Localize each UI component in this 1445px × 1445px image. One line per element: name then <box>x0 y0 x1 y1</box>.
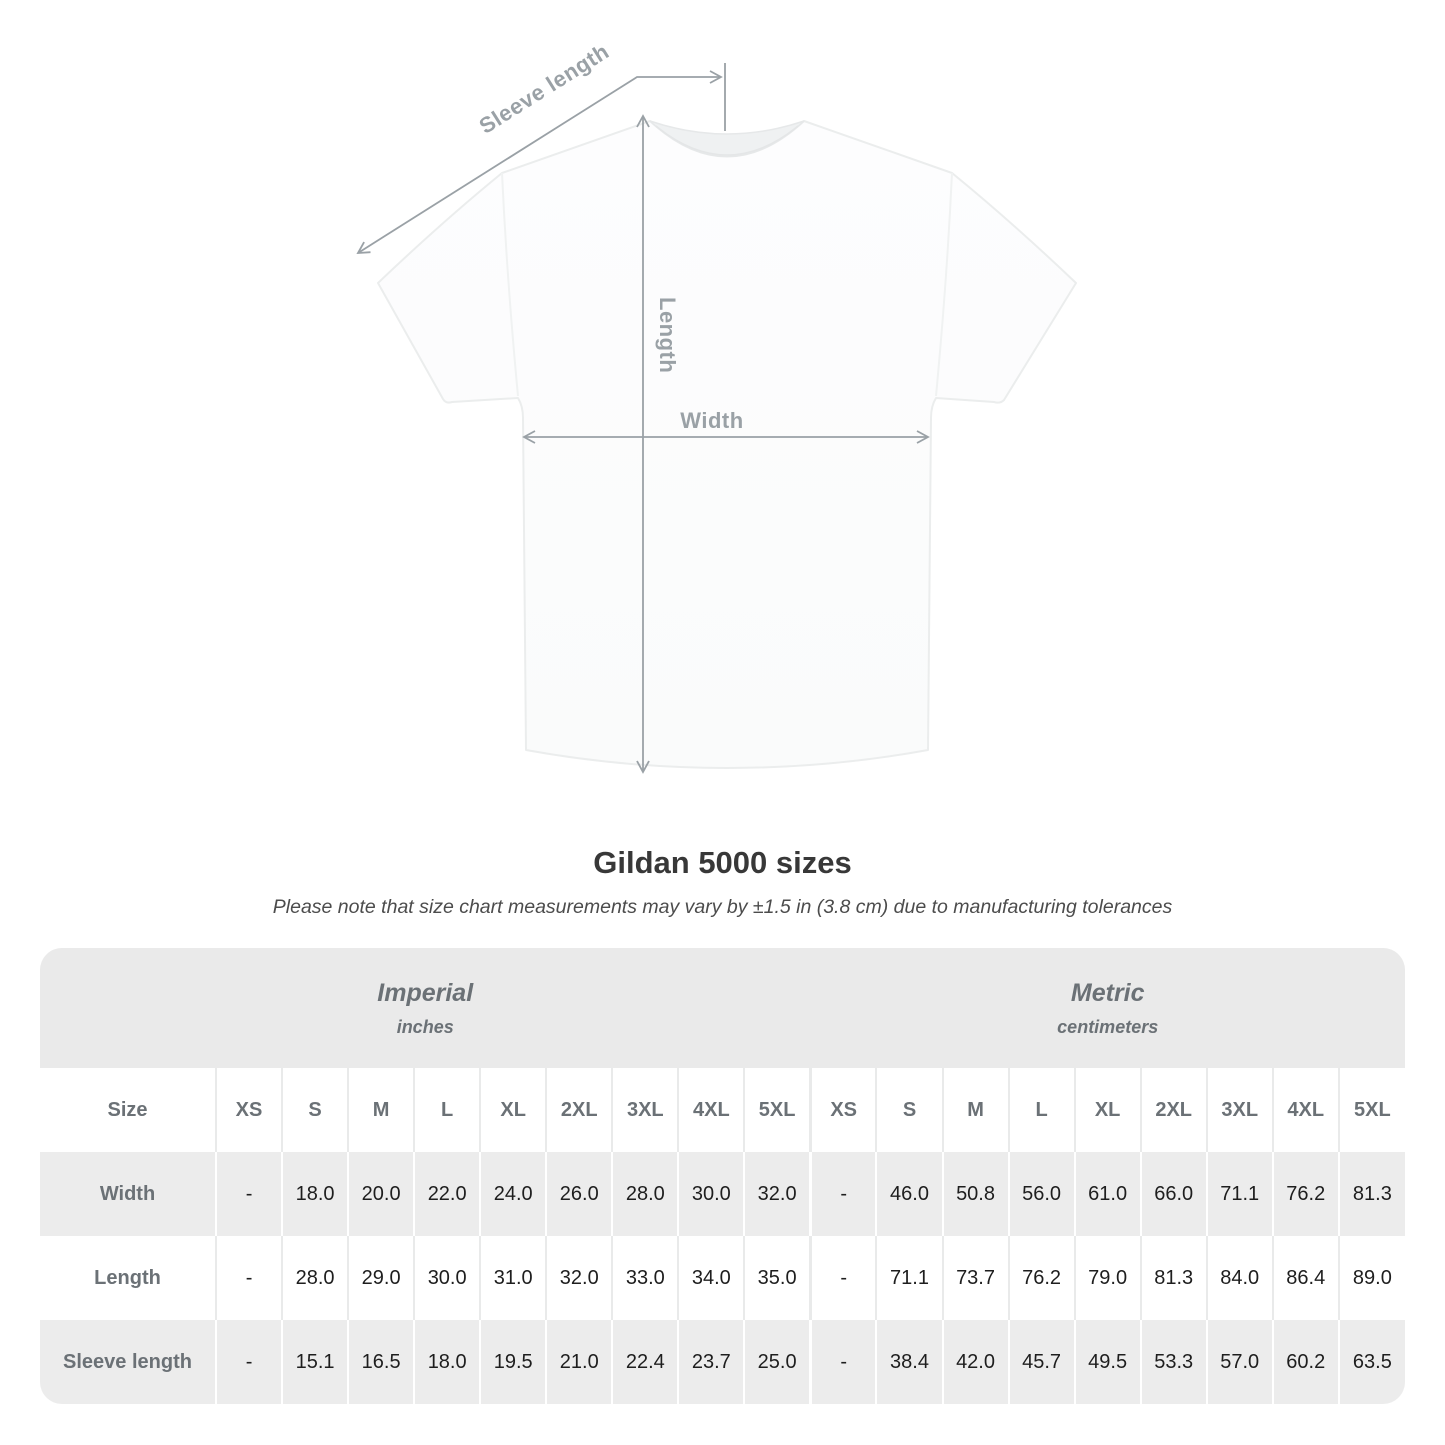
table-cell: 81.3 <box>1139 1236 1207 1320</box>
table-cell: 46.0 <box>875 1152 943 1236</box>
row-label: Width <box>40 1152 216 1236</box>
tshirt-silhouette <box>377 120 1077 769</box>
table-cell: 53.3 <box>1139 1320 1207 1404</box>
page-subtitle: Please note that size chart measurements… <box>272 896 1173 918</box>
size-chart-table: Imperial inches Metric centimeters Size … <box>40 948 1405 1404</box>
unit-header-row: Imperial inches Metric centimeters <box>40 948 1405 1068</box>
table-cell: 25.0 <box>743 1320 811 1404</box>
table-cell: 66.0 <box>1139 1152 1207 1236</box>
table-cell: 28.0 <box>611 1152 679 1236</box>
table-cell: 18.0 <box>413 1320 481 1404</box>
table-cell: 89.0 <box>1337 1236 1405 1320</box>
table-cell: 34.0 <box>677 1236 745 1320</box>
table-cell: 49.5 <box>1073 1320 1141 1404</box>
column-header: 5XL <box>743 1068 811 1152</box>
table-cell: 31.0 <box>479 1236 547 1320</box>
table-cell: 28.0 <box>281 1236 349 1320</box>
row-label: Sleeve length <box>40 1320 216 1404</box>
table-cell: 61.0 <box>1073 1152 1141 1236</box>
size-header-row: Size XS S M L XL 2XL 3XL 4XL 5XL XS S M … <box>40 1068 1405 1152</box>
table-cell: 56.0 <box>1007 1152 1075 1236</box>
column-header: 2XL <box>1139 1068 1207 1152</box>
row-label: Length <box>40 1236 216 1320</box>
table-cell: 16.5 <box>347 1320 415 1404</box>
table-cell: 23.7 <box>677 1320 745 1404</box>
column-header: S <box>875 1068 943 1152</box>
tshirt-measurement-diagram: Sleeve length Length Width <box>356 39 1077 774</box>
column-header: XL <box>1073 1068 1141 1152</box>
table-cell: 15.1 <box>281 1320 349 1404</box>
column-header: L <box>413 1068 481 1152</box>
tshirt-right-seam <box>935 172 953 397</box>
table-cell: - <box>808 1236 877 1320</box>
column-header: L <box>1007 1068 1075 1152</box>
table-cell: 71.1 <box>1205 1152 1273 1236</box>
table-cell: 19.5 <box>479 1320 547 1404</box>
table-cell: 84.0 <box>1205 1236 1273 1320</box>
table-cell: 38.4 <box>875 1320 943 1404</box>
table-cell: 32.0 <box>545 1236 613 1320</box>
table-cell: 26.0 <box>545 1152 613 1236</box>
size-header: Size <box>40 1068 216 1152</box>
table-cell: 57.0 <box>1205 1320 1273 1404</box>
table-cell: 71.1 <box>875 1236 943 1320</box>
column-header: XS <box>808 1068 877 1152</box>
table-cell: 35.0 <box>743 1236 811 1320</box>
table-row-width: Width - 18.0 20.0 22.0 24.0 26.0 28.0 30… <box>40 1152 1405 1236</box>
column-header: XS <box>214 1068 283 1152</box>
table-cell: 50.8 <box>941 1152 1009 1236</box>
table-cell: 33.0 <box>611 1236 679 1320</box>
table-cell: - <box>214 1236 283 1320</box>
metric-sublabel: centimeters <box>1057 1017 1159 1037</box>
table-cell: 86.4 <box>1271 1236 1339 1320</box>
table-cell: 76.2 <box>1007 1236 1075 1320</box>
table-cell: 22.4 <box>611 1320 679 1404</box>
tshirt-graphic <box>377 120 1077 769</box>
width-label: Width <box>680 408 743 433</box>
table-cell: 32.0 <box>743 1152 811 1236</box>
imperial-label: Imperial <box>377 979 474 1007</box>
sleeve-length-arrow <box>356 63 726 255</box>
column-header: 4XL <box>677 1068 745 1152</box>
table-row-sleeve-length: Sleeve length - 15.1 16.5 18.0 19.5 21.0… <box>40 1320 1405 1404</box>
table-cell: 79.0 <box>1073 1236 1141 1320</box>
table-cell: 45.7 <box>1007 1320 1075 1404</box>
table-cell: 20.0 <box>347 1152 415 1236</box>
table-cell: 73.7 <box>941 1236 1009 1320</box>
table-cell: 22.0 <box>413 1152 481 1236</box>
table-cell: 76.2 <box>1271 1152 1339 1236</box>
table-cell: 60.2 <box>1271 1320 1339 1404</box>
column-header: 2XL <box>545 1068 613 1152</box>
column-header: M <box>941 1068 1009 1152</box>
column-header: 5XL <box>1337 1068 1405 1152</box>
table-cell: 81.3 <box>1337 1152 1405 1236</box>
column-header: S <box>281 1068 349 1152</box>
column-header: 4XL <box>1271 1068 1339 1152</box>
unit-header-metric: Metric centimeters <box>810 948 1405 1068</box>
table-cell: 24.0 <box>479 1152 547 1236</box>
metric-label: Metric <box>1070 979 1145 1007</box>
page-title: Gildan 5000 sizes <box>593 845 852 880</box>
table-cell: 30.0 <box>413 1236 481 1320</box>
table-cell: 30.0 <box>677 1152 745 1236</box>
column-header: XL <box>479 1068 547 1152</box>
table-row-length: Length - 28.0 29.0 30.0 31.0 32.0 33.0 3… <box>40 1236 1405 1320</box>
column-header: 3XL <box>611 1068 679 1152</box>
table-cell: - <box>214 1320 283 1404</box>
table-cell: - <box>808 1320 877 1404</box>
unit-header-imperial: Imperial inches <box>40 948 811 1068</box>
column-header: 3XL <box>1205 1068 1273 1152</box>
table-cell: 18.0 <box>281 1152 349 1236</box>
table-cell: 29.0 <box>347 1236 415 1320</box>
table-cell: - <box>214 1152 283 1236</box>
table-cell: - <box>808 1152 877 1236</box>
sleeve-length-label: Sleeve length <box>475 39 614 139</box>
table-cell: 63.5 <box>1337 1320 1405 1404</box>
column-header: M <box>347 1068 415 1152</box>
table-cell: 21.0 <box>545 1320 613 1404</box>
imperial-sublabel: inches <box>396 1017 454 1037</box>
table-cell: 42.0 <box>941 1320 1009 1404</box>
length-label: Length <box>655 297 680 373</box>
